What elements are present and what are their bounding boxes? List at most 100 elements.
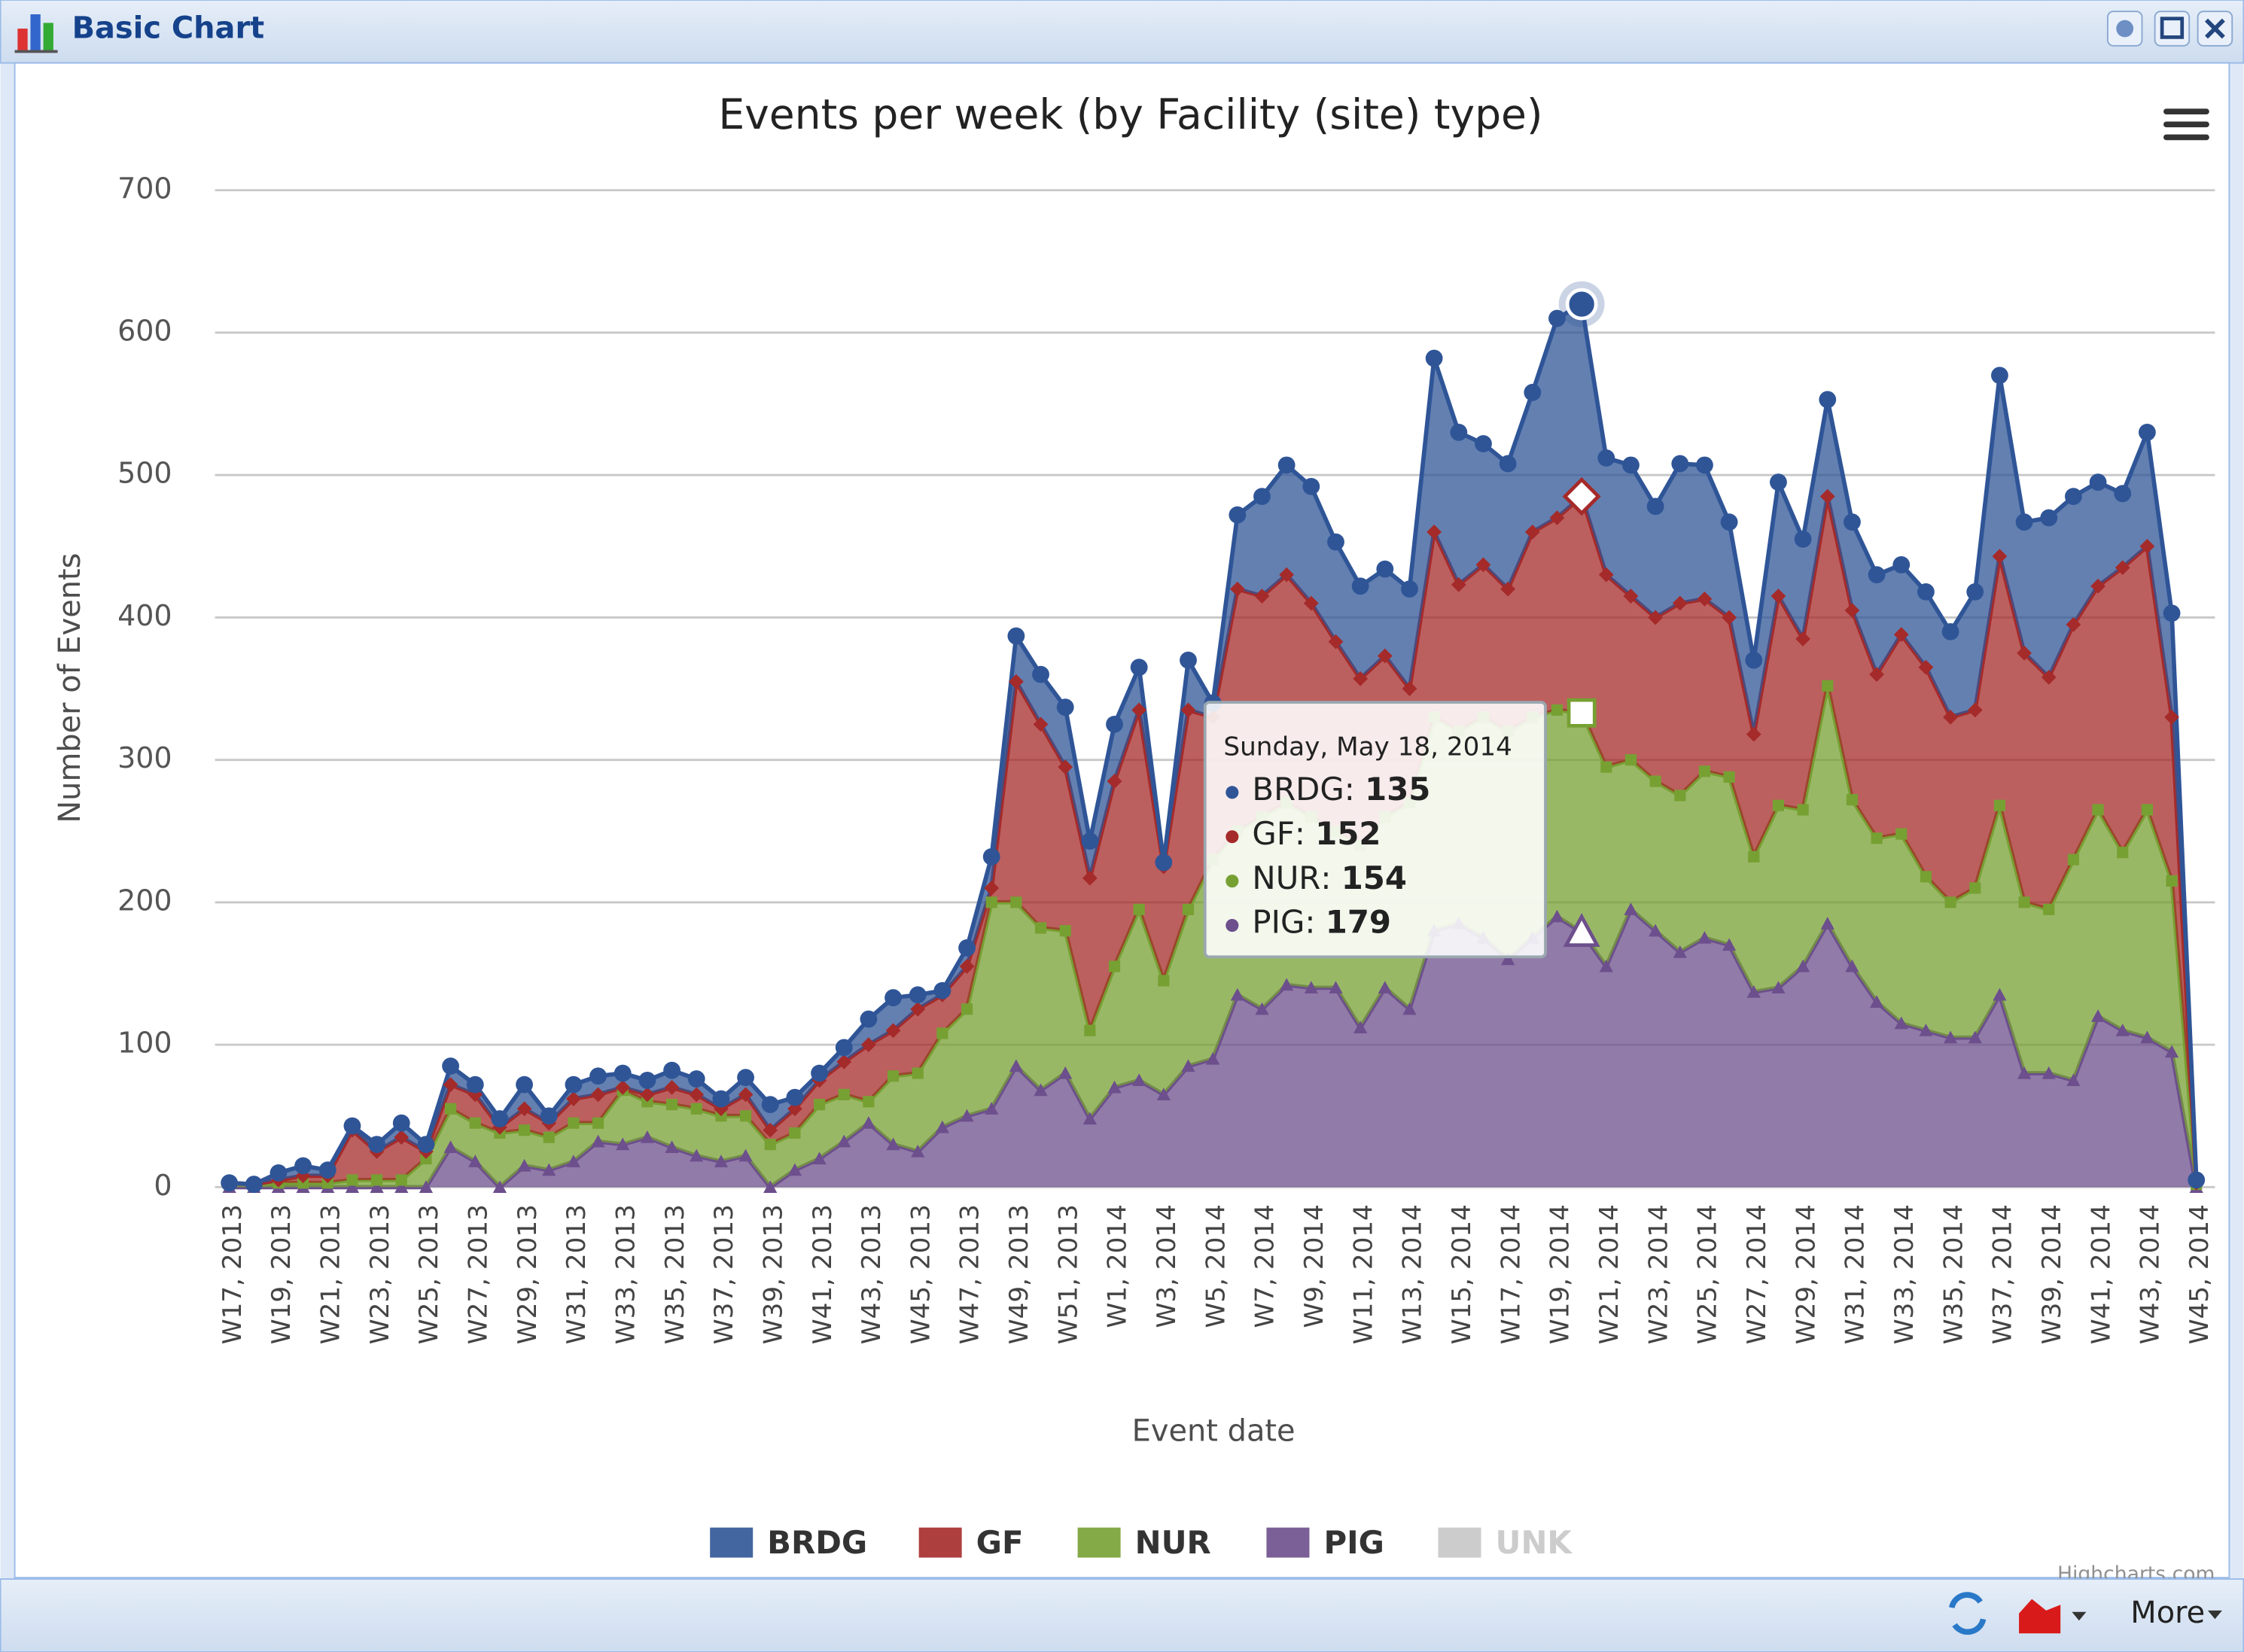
marker: [2066, 1073, 2081, 1087]
legend-label[interactable]: GF: [976, 1524, 1024, 1561]
marker: [764, 1138, 776, 1151]
x-tick-label: W43, 2014: [2136, 1204, 2166, 1344]
maximize-button[interactable]: [2154, 11, 2191, 47]
legend-label[interactable]: PIG: [1323, 1524, 1384, 1561]
tooltip-series-name: GF: [1252, 814, 1294, 851]
marker: [1550, 909, 1564, 923]
marker: [2090, 1009, 2105, 1022]
window-icon: [14, 14, 58, 53]
marker: [1944, 896, 1956, 908]
more-button[interactable]: More: [2130, 1596, 2222, 1630]
tooltip-value: 135: [1365, 770, 1430, 807]
marker: [887, 1070, 900, 1082]
legend-item[interactable]: UNK: [1438, 1524, 1573, 1561]
chart-type-button[interactable]: [2019, 1599, 2087, 1634]
marker: [761, 1096, 779, 1114]
marker: [491, 1110, 509, 1127]
legend-item[interactable]: BRDG: [710, 1524, 867, 1561]
marker: [468, 1155, 483, 1167]
marker: [1425, 349, 1443, 367]
marker: [1181, 1059, 1195, 1072]
marker: [1081, 832, 1099, 850]
marker: [1010, 896, 1022, 908]
marker: [1845, 959, 1859, 972]
hover-marker: [1563, 913, 1600, 948]
marker: [1351, 577, 1369, 595]
marker: [1672, 595, 1688, 611]
marker: [1303, 595, 1319, 611]
marker: [1353, 671, 1369, 686]
markers-0: [221, 295, 2206, 1193]
marker: [690, 1103, 702, 1115]
marker: [863, 1096, 875, 1108]
marker: [2041, 670, 2057, 685]
marker: [543, 1131, 555, 1143]
tooltip-separator: :: [1295, 814, 1315, 851]
marker: [959, 959, 975, 974]
legend-label[interactable]: BRDG: [767, 1524, 867, 1561]
marker: [812, 1152, 827, 1165]
marker: [1133, 903, 1145, 915]
marker: [1720, 513, 1738, 531]
marker: [911, 1144, 925, 1158]
marker: [370, 1180, 384, 1193]
menu-button[interactable]: [2163, 108, 2209, 141]
menu-line: [2163, 134, 2209, 141]
marker: [1917, 583, 1935, 601]
y-tick-label: 0: [154, 1169, 172, 1202]
window-buttons[interactable]: [2106, 11, 2233, 47]
marker: [712, 1090, 730, 1108]
legend-label[interactable]: NUR: [1135, 1524, 1211, 1561]
marker: [1622, 456, 1640, 474]
maximize-icon: [2160, 17, 2185, 39]
marker: [2089, 473, 2107, 491]
marker: [2164, 1045, 2179, 1058]
marker: [1206, 1051, 1220, 1065]
x-tick-label: W31, 2014: [1841, 1204, 1871, 1344]
marker: [789, 1127, 801, 1139]
marker: [912, 1067, 924, 1079]
marker: [1919, 1024, 1933, 1036]
refresh-icon: [1952, 1618, 1987, 1635]
x-tick-label: W23, 2013: [365, 1204, 395, 1344]
marker: [615, 1080, 631, 1095]
legend-swatch: [918, 1527, 962, 1558]
marker: [935, 1120, 949, 1133]
marker: [2040, 509, 2058, 527]
legend-item[interactable]: PIG: [1266, 1524, 1384, 1561]
x-tick-label: W33, 2013: [610, 1204, 641, 1344]
marker: [592, 1117, 604, 1129]
marker: [1674, 789, 1686, 802]
x-tick-label: W23, 2014: [1643, 1204, 1673, 1344]
marker: [516, 1075, 533, 1094]
more-label[interactable]: More: [2130, 1596, 2205, 1630]
refresh-icon: [1949, 1592, 1983, 1609]
marker: [392, 1114, 410, 1132]
marker: [982, 847, 1000, 866]
legend-label[interactable]: UNK: [1496, 1524, 1573, 1561]
refresh-button[interactable]: [1949, 1592, 1987, 1635]
marker: [763, 1180, 778, 1193]
tooltip-separator: :: [1320, 859, 1341, 896]
marker: [737, 1069, 754, 1087]
legend-swatch: [710, 1527, 754, 1558]
marker: [1819, 391, 1837, 409]
marker: [2115, 1024, 2130, 1036]
x-tick-label: W39, 2013: [758, 1204, 788, 1344]
marker: [1673, 945, 1687, 958]
marker: [343, 1117, 361, 1135]
legend-item[interactable]: GF: [918, 1524, 1024, 1561]
marker: [2163, 604, 2181, 622]
marker: [836, 1054, 852, 1069]
marker: [516, 1101, 532, 1117]
marker: [1108, 960, 1121, 972]
x-tick-label: W39, 2014: [2037, 1204, 2067, 1344]
marker: [985, 896, 997, 908]
marker: [1158, 975, 1170, 987]
x-tick-label: W13, 2014: [1398, 1204, 1428, 1344]
marker: [466, 1075, 484, 1094]
legend-item[interactable]: NUR: [1077, 1524, 1211, 1561]
marker: [443, 1140, 458, 1153]
marker: [663, 1061, 681, 1079]
marker: [1182, 903, 1195, 915]
